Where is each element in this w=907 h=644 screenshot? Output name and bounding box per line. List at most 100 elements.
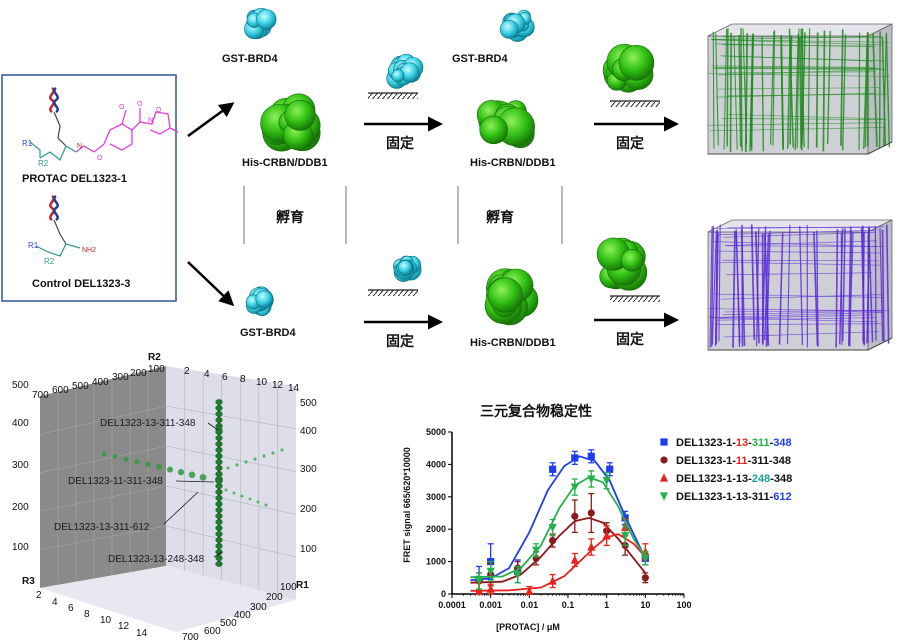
- data-point: [621, 514, 629, 522]
- annotation-13-311-612: DEL1323-13-311-612: [54, 522, 150, 533]
- nh2-label: NH2: [82, 247, 96, 254]
- his-label-2: His-CRBN/DDB1: [470, 157, 556, 169]
- control-label: Control DEL1323-3: [32, 278, 130, 290]
- y-tick-label: 0: [441, 589, 446, 599]
- compound-panel-border: [1, 74, 177, 302]
- r2-tick: 6: [222, 372, 228, 383]
- z-right-tick: 500: [300, 398, 317, 409]
- r3-tick: 12: [118, 621, 130, 632]
- annotation-13-248-348: DEL1323-13-248-348: [108, 554, 205, 565]
- axis-r1-label: R1: [296, 580, 309, 591]
- x-tick-label: 0.01: [521, 600, 539, 610]
- back-tick: 600: [52, 385, 69, 396]
- data-point: [659, 473, 669, 482]
- r2-tick: 14: [288, 383, 300, 394]
- annotation-13-311-348: DEL1323-13-311-348: [100, 418, 196, 429]
- control-r1-label: R1: [28, 241, 39, 250]
- x-tick-label: 0.001: [479, 600, 502, 610]
- data-point: [486, 584, 495, 593]
- r2-label: R2: [38, 159, 49, 168]
- data-point: [532, 546, 541, 555]
- axis-r2-label: R2: [148, 352, 161, 363]
- data-point: [525, 586, 534, 596]
- legend-entry: DEL1323-1-13-311-348: [676, 437, 792, 449]
- crbn-immobilized: [596, 237, 648, 291]
- r2-tick: 4: [204, 369, 210, 380]
- r2-tick: 8: [240, 374, 246, 385]
- back-tick: 300: [112, 372, 129, 383]
- z-right-tick: 200: [300, 504, 317, 515]
- data-point: [587, 509, 595, 517]
- z-left-tick: 400: [12, 418, 29, 429]
- series-2: [470, 518, 650, 596]
- x-axis-label: [PROTAC] / μM: [496, 622, 560, 632]
- gst-label-2: GST-BRD4: [452, 53, 509, 65]
- data-point: [641, 554, 650, 563]
- x-tick-label: 10: [640, 600, 650, 610]
- immobilize-label-2: 固定: [616, 135, 644, 152]
- arrow-to-bottom: [187, 261, 235, 307]
- chart-legend: DEL1323-1-13-311-348 DEL1323-1-11-311-348…: [659, 437, 792, 503]
- r1-tick: 700: [182, 632, 199, 643]
- data-point: [587, 542, 596, 551]
- data-point: [570, 555, 579, 564]
- chart-title: 三元复合物稳定性: [480, 403, 592, 420]
- data-point: [549, 465, 557, 473]
- fret-chart: 三元复合物稳定性 0 1000 2000 3000 4000 5000 0.0001 0.00…: [402, 403, 792, 632]
- his-label-3: His-CRBN/DDB1: [470, 337, 556, 349]
- r3-tick: 4: [52, 597, 58, 608]
- data-point: [474, 586, 484, 595]
- r1-tick: 300: [250, 602, 267, 613]
- data-point: [602, 477, 611, 486]
- series-0: [470, 449, 649, 594]
- svg-text:O: O: [119, 104, 125, 111]
- crbn-immobilized: [602, 43, 655, 93]
- y-tick-label: 2000: [426, 524, 446, 534]
- immobilize-label-3: 固定: [386, 333, 414, 350]
- r3-tick: 6: [68, 603, 74, 614]
- x-tick-label: 0.1: [562, 600, 575, 610]
- r2-tick: 2: [184, 366, 190, 377]
- data-point: [474, 577, 484, 586]
- svg-text:O: O: [97, 155, 103, 162]
- z-left-tick: 200: [12, 502, 29, 513]
- immobilize-label-4: 固定: [616, 331, 644, 348]
- gst-brd4-protein: [244, 7, 277, 40]
- r3-tick: 10: [100, 615, 112, 626]
- gst-brd4-immobilized: [386, 53, 424, 89]
- fit-curve: [470, 516, 647, 584]
- floor: [40, 566, 296, 632]
- svg-text:O: O: [137, 101, 143, 108]
- scatter-3d-points: [101, 399, 284, 567]
- data-point: [660, 456, 668, 464]
- control-structure: R1 R2 NH2: [28, 194, 96, 266]
- fit-curve: [470, 455, 647, 581]
- y-tick-label: 5000: [426, 427, 446, 437]
- r3-tick: 8: [84, 609, 90, 620]
- r2-tick: 12: [272, 380, 284, 391]
- his-label-1: His-CRBN/DDB1: [242, 157, 328, 169]
- data-point: [621, 532, 630, 541]
- back-wall-right: [166, 366, 296, 600]
- data-point: [570, 483, 579, 492]
- gst-label-3: GST-BRD4: [240, 327, 297, 339]
- r1-tick: 100: [280, 582, 297, 593]
- immobilize-label-1: 固定: [386, 135, 414, 152]
- axis-r3-label: R3: [22, 576, 35, 587]
- r3-tick: 2: [36, 590, 42, 601]
- workflow: GST-BRD4 His-CRBN/DDB1 固定 GST-BRD4 His-C…: [187, 7, 679, 350]
- gst-brd4-immobilized: [393, 255, 422, 282]
- z-left-tick: 500: [12, 380, 29, 391]
- gst-brd4-protein: [499, 9, 535, 42]
- legend-entry: DEL1323-1-11-311-348: [676, 455, 791, 467]
- r1-label: R1: [22, 139, 33, 148]
- gst-brd4-protein: [245, 286, 274, 317]
- data-point: [571, 512, 579, 520]
- x-tick-label: 1: [604, 600, 609, 610]
- svg-text:O: O: [156, 107, 162, 114]
- incubate-label-2: 孵育: [486, 209, 514, 226]
- z-right-tick: 400: [300, 426, 317, 437]
- z-left-tick: 300: [12, 460, 29, 471]
- back-tick: 700: [32, 390, 49, 401]
